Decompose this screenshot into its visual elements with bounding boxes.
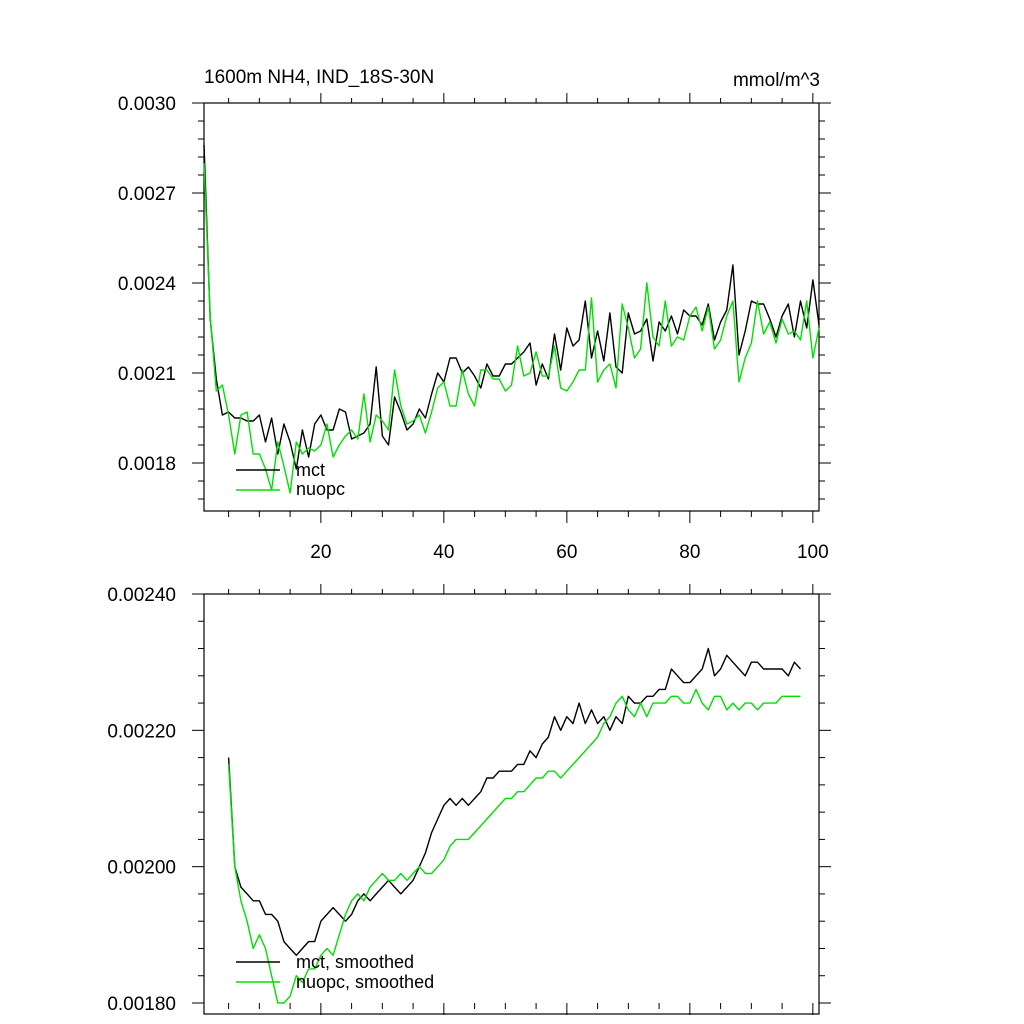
units-label: mmol/m^3 [733, 70, 820, 91]
y-tick-label: 0.0030 [118, 94, 176, 115]
x-tick-label: 60 [556, 542, 577, 563]
series-line-nuopc [203, 162, 820, 494]
y-tick-label: 0.0027 [118, 184, 176, 205]
x-tick-label: 40 [433, 542, 454, 563]
top-plot-frame [203, 102, 820, 512]
top-plot-lines [203, 144, 820, 494]
x-tick-label: 80 [679, 542, 700, 563]
y-tick-label: 0.00200 [107, 858, 176, 879]
chart-title: 1600m NH4, IND_18S-30N [204, 67, 434, 88]
bottom-plot-panel: 0.00180 0.00200 0.00220 0.00240 mct, smooth… [107, 584, 831, 1015]
top-plot-ticks: 20 40 60 80 100 0.0018 0.0021 0.0024 0.0027 0.003… [118, 93, 831, 563]
bottom-plot-ticks: 0.00180 0.00200 0.00220 0.00240 [107, 584, 831, 1015]
y-tick-label: 0.00240 [107, 585, 176, 606]
y-tick-label: 0.0024 [118, 274, 177, 295]
legend-label-mct: mct [296, 460, 325, 480]
x-tick-label: 20 [310, 542, 331, 563]
bottom-plot-frame [203, 593, 820, 1015]
bottom-plot-lines [227, 647, 802, 1004]
y-tick-label: 0.00220 [107, 721, 176, 742]
legend-label-nuopc: nuopc [296, 479, 345, 499]
y-tick-label: 0.0018 [118, 454, 176, 475]
y-tick-label: 0.0021 [118, 364, 176, 385]
series-line-mct-smoothed [227, 647, 802, 956]
y-tick-label: 0.00180 [107, 994, 176, 1015]
legend-label-mct-smoothed: mct, smoothed [296, 952, 414, 972]
top-legend: mct nuopc [236, 460, 345, 499]
series-line-nuopc-smoothed [227, 688, 801, 1004]
x-tick-label: 100 [797, 542, 829, 563]
bottom-legend: mct, smoothed nuopc, smoothed [236, 952, 434, 992]
top-plot-panel: 20 40 60 80 100 0.0018 0.0021 0.0024 0.0027 0.003… [118, 93, 831, 563]
series-line-mct [203, 144, 820, 470]
legend-label-nuopc-smoothed: nuopc, smoothed [296, 972, 434, 992]
